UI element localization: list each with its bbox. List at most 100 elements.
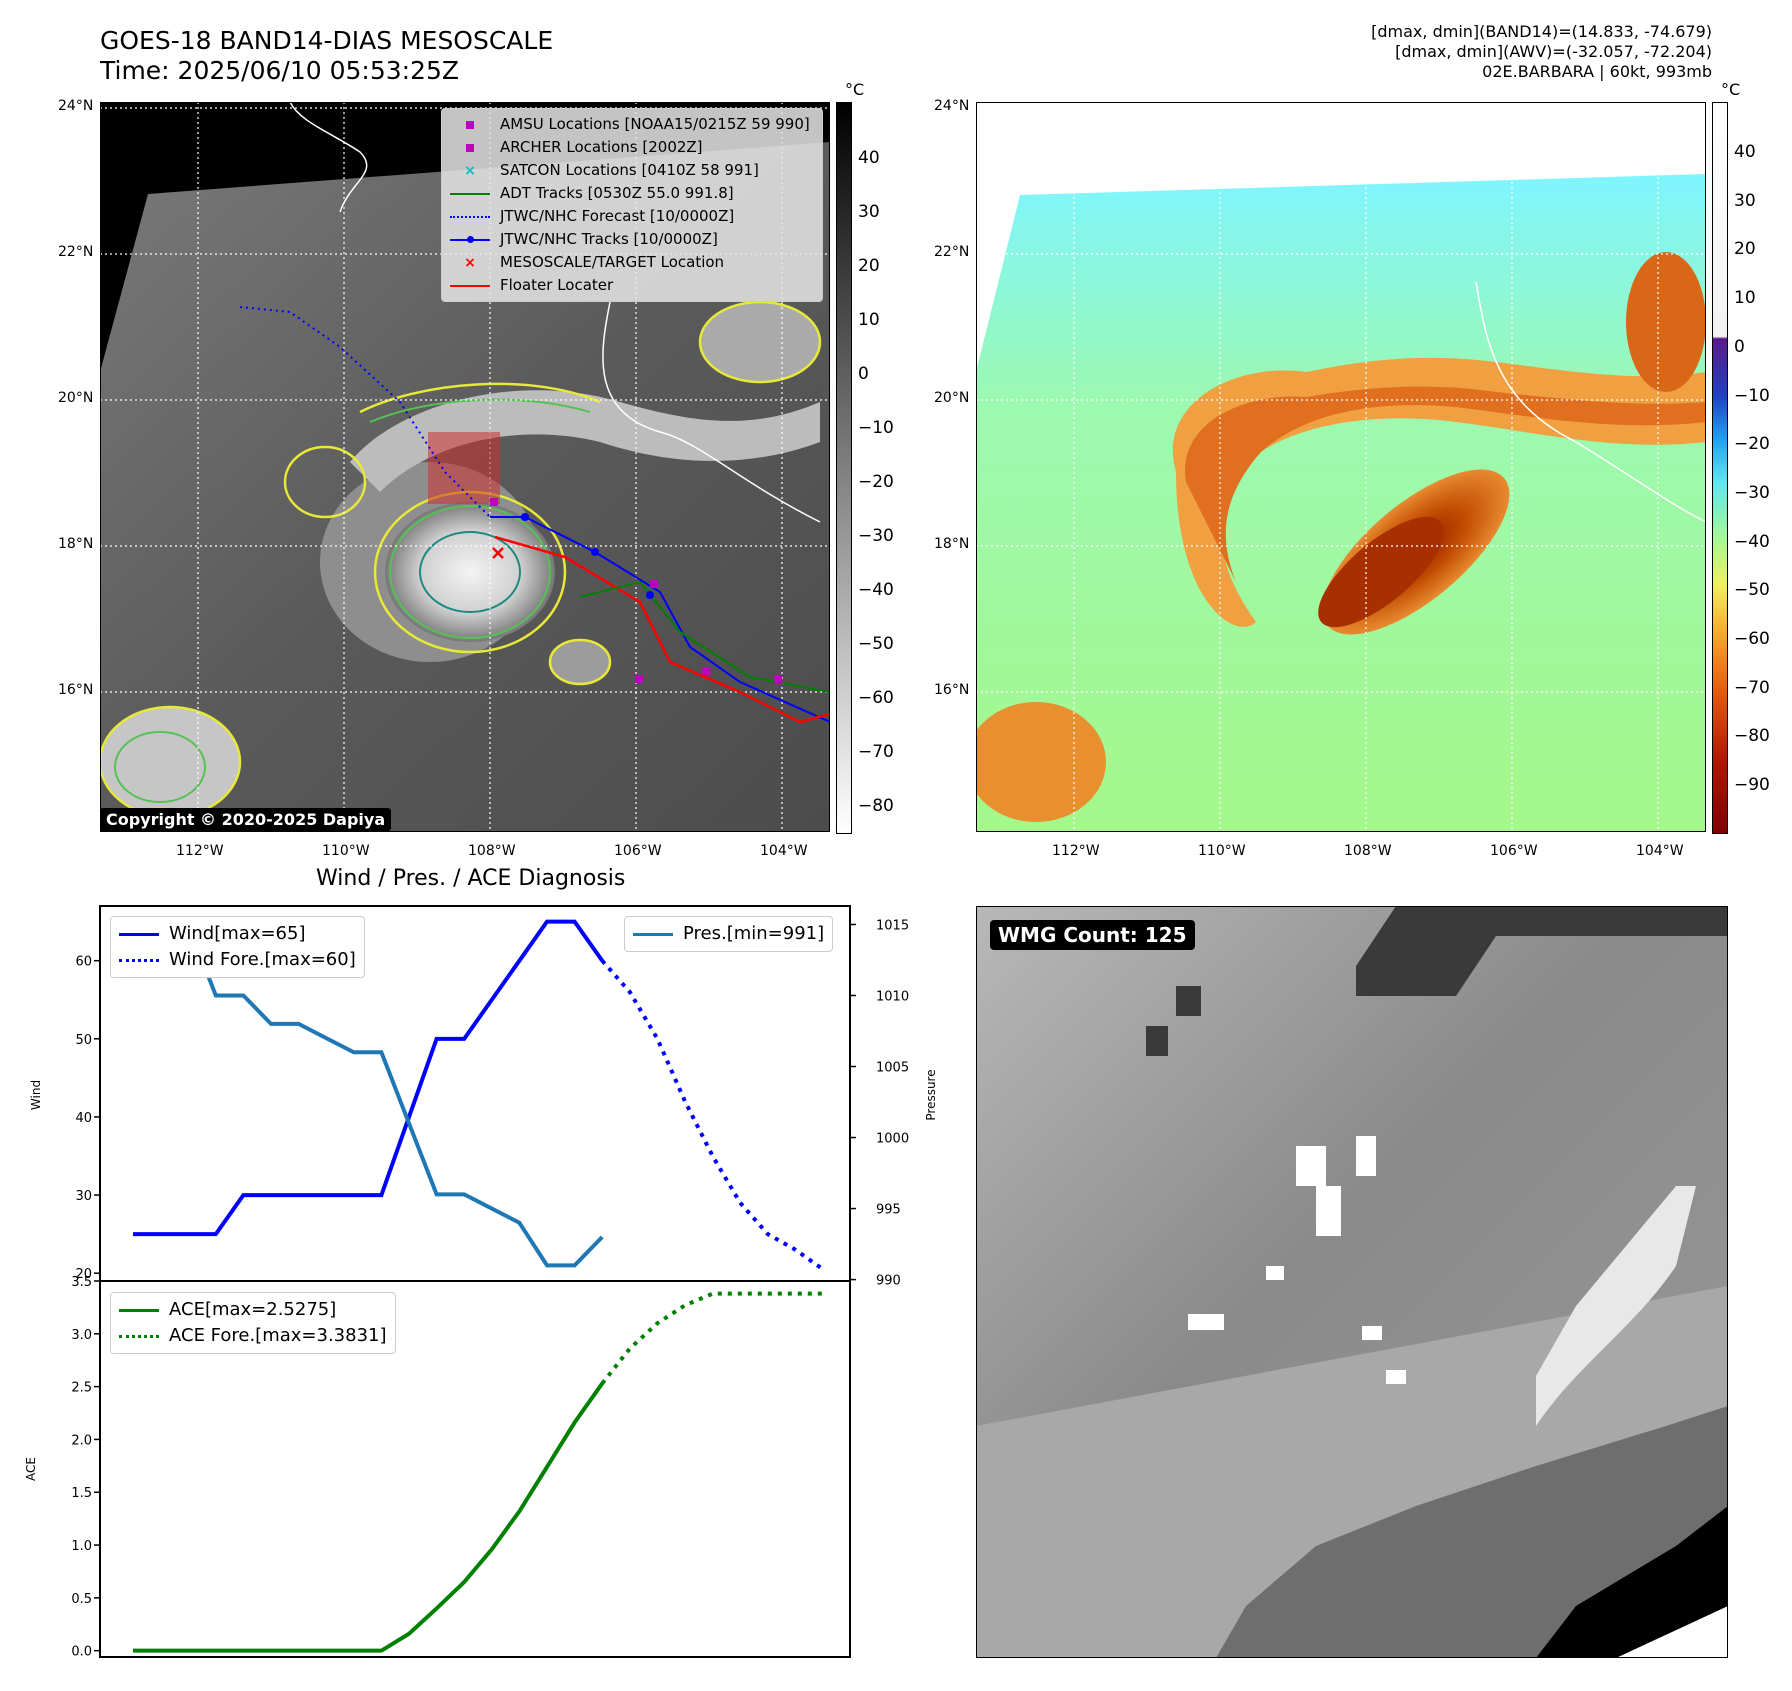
awv-map-panel <box>976 102 1706 832</box>
pressure-ylabel: Pressure <box>924 1069 938 1120</box>
awv-colorbar-tick: −70 <box>1734 677 1770 698</box>
lat-label: 20°N <box>58 390 94 406</box>
ir-colorbar-tick: 20 <box>858 256 880 276</box>
awv-colorbar-tick: −10 <box>1734 385 1770 406</box>
series-line-1 <box>600 959 825 1271</box>
info-storm: 02E.BARBARA | 60kt, 993mb <box>1482 62 1712 81</box>
ace-ytick: 1.0 <box>71 1539 92 1554</box>
ace-ylabel: ACE <box>24 1457 38 1481</box>
legend-ace-forecast: ACE Fore.[max=3.3831] <box>119 1323 387 1349</box>
lat-label: 24°N <box>934 98 970 114</box>
ace-ytick: 3.5 <box>71 1275 92 1290</box>
wind-ytick: 60 <box>75 955 92 970</box>
ir-colorbar-tick: 30 <box>858 202 880 222</box>
pressure-ytick: 1010 <box>876 989 909 1004</box>
ir-colorbar-tick: −50 <box>858 634 894 654</box>
ace-ytick: 3.0 <box>71 1328 92 1343</box>
awv-colorbar-tick: −60 <box>1734 629 1770 649</box>
legend-wind: Wind[max=65] <box>119 921 356 947</box>
ir-colorbar-tick: −70 <box>858 742 894 762</box>
lon-label: 110°W <box>322 843 370 859</box>
legend-floater: Floater Locater <box>450 274 814 297</box>
forecast-track <box>239 306 491 518</box>
wmg-count-badge: WMG Count: 125 <box>990 920 1195 950</box>
lat-label: 18°N <box>58 536 94 552</box>
lon-label: 104°W <box>1636 843 1684 859</box>
ir-colorbar-tick: −20 <box>858 472 894 492</box>
lat-label: 22°N <box>934 244 970 260</box>
diagnosis-chart: 20 30 40 50 60 990 995 1000 1005 1010 1015 0.0 0.5 1.… <box>24 905 938 1660</box>
ir-colorbar-tick: 40 <box>858 148 880 168</box>
awv-colorbar-tick: 30 <box>1734 190 1756 211</box>
legend-adt: ADT Tracks [0530Z 55.0 991.8] <box>450 182 814 205</box>
pressure-legend: Pres.[min=991] <box>624 916 834 952</box>
legend-satcon: × SATCON Locations [0410Z 58 991] <box>464 161 759 179</box>
wind-ytick: 30 <box>75 1189 92 1204</box>
awv-colorbar-tick: −80 <box>1734 726 1770 747</box>
pressure-ytick: 990 <box>876 1274 901 1289</box>
lat-label: 22°N <box>58 244 94 260</box>
awv-colorbar-tick: −50 <box>1734 580 1770 601</box>
floater-track <box>494 535 830 724</box>
wind-ytick: 50 <box>75 1033 92 1048</box>
legend-forecast: JTWC/NHC Forecast [10/0000Z] <box>450 205 814 228</box>
pressure-ytick: 995 <box>876 1203 901 1218</box>
ace-ytick: 0.5 <box>71 1592 92 1607</box>
ir-colorbar-unit: °C <box>845 80 865 99</box>
lat-label: 16°N <box>934 682 970 698</box>
legend-ace: ACE[max=2.5275] <box>119 1297 387 1323</box>
pressure-ytick: 1015 <box>876 918 909 933</box>
series-line-2 <box>133 922 604 1268</box>
ir-colorbar-tick: 10 <box>858 310 880 330</box>
wind-ylabel: Wind <box>29 1080 43 1110</box>
awv-colorbar-tick: −20 <box>1734 434 1770 455</box>
diagnosis-title: Wind / Pres. / ACE Diagnosis <box>316 866 626 891</box>
target-marker <box>492 547 504 559</box>
info-awv-range: [dmax, dmin](AWV)=(-32.057, -72.204) <box>1395 42 1712 61</box>
awv-colorbar-tick: −30 <box>1734 482 1770 503</box>
lat-label: 20°N <box>934 390 970 406</box>
lon-label: 104°W <box>760 843 808 859</box>
ir-colorbar-tick: −40 <box>858 580 894 600</box>
ace-ytick: 0.0 <box>71 1645 92 1660</box>
lon-label: 110°W <box>1198 843 1246 859</box>
amsu-markers <box>490 498 782 683</box>
legend-archer: ARCHER Locations [2002Z] <box>450 136 814 159</box>
wmg-panel <box>976 906 1728 1658</box>
series-line-0 <box>133 919 604 1237</box>
copyright-badge: Copyright © 2020-2025 Dapiya <box>100 808 392 831</box>
awv-colorbar-tick: −90 <box>1734 775 1770 796</box>
wind-ytick: 40 <box>75 1111 92 1126</box>
ir-colorbar <box>836 102 852 834</box>
legend-amsu: AMSU Locations [NOAA15/0215Z 59 990] <box>450 113 814 136</box>
pressure-ytick: 1005 <box>876 1061 909 1076</box>
pressure-ytick: 1000 <box>876 1132 909 1147</box>
lon-label: 108°W <box>1344 843 1392 859</box>
awv-colorbar-unit: °C <box>1721 80 1741 99</box>
ace-legend: ACE[max=2.5275] ACE Fore.[max=3.3831] <box>110 1292 396 1354</box>
awv-colorbar-tick: 20 <box>1734 239 1756 260</box>
info-block: [dmax, dmin](BAND14)=(14.833, -74.679) [… <box>1371 22 1712 82</box>
ace-series-line-0 <box>133 1382 604 1653</box>
info-band14-range: [dmax, dmin](BAND14)=(14.833, -74.679) <box>1371 22 1712 41</box>
chart-title: GOES-18 BAND14-DIAS MESOSCALE <box>100 26 554 55</box>
lon-label: 106°W <box>614 843 662 859</box>
ir-colorbar-tick: −80 <box>858 796 894 816</box>
ir-colorbar-tick: −30 <box>858 526 894 546</box>
legend-wind-forecast: Wind Fore.[max=60] <box>119 947 356 973</box>
ir-legend: AMSU Locations [NOAA15/0215Z 59 990] ARC… <box>441 108 823 302</box>
chart-time: Time: 2025/06/10 05:53:25Z <box>100 56 459 85</box>
lat-label: 16°N <box>58 682 94 698</box>
lon-label: 106°W <box>1490 843 1538 859</box>
awv-colorbar-tick: 40 <box>1734 142 1756 162</box>
legend-tracks: JTWC/NHC Tracks [10/0000Z] <box>450 228 814 251</box>
awv-colorbar-tick: 10 <box>1734 288 1756 309</box>
ir-colorbar-tick: −60 <box>858 688 894 708</box>
ace-ytick: 1.5 <box>71 1486 92 1501</box>
awv-colorbar <box>1712 102 1728 834</box>
lat-label: 24°N <box>58 98 94 114</box>
awv-colorbar-tick: −40 <box>1734 531 1770 552</box>
ace-ytick: 2.5 <box>71 1381 92 1396</box>
wind-legend: Wind[max=65] Wind Fore.[max=60] <box>110 916 365 978</box>
ir-colorbar-tick: −10 <box>858 418 894 438</box>
